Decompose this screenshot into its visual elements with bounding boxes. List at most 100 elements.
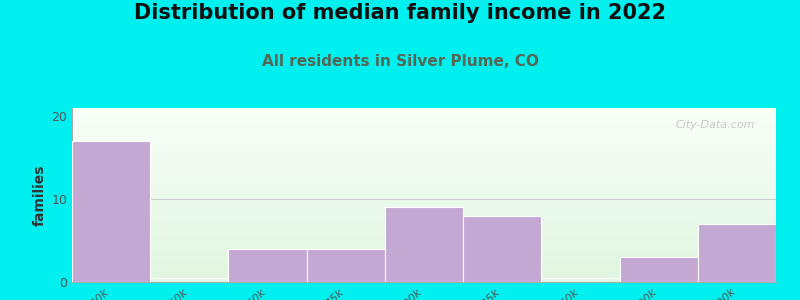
Bar <box>72 247 776 248</box>
Bar <box>72 153 776 154</box>
Bar <box>72 186 776 187</box>
Text: City-Data.com: City-Data.com <box>675 120 755 130</box>
Bar <box>72 219 776 220</box>
Bar <box>72 201 776 202</box>
Bar <box>72 195 776 196</box>
Bar <box>72 279 776 280</box>
Bar <box>72 224 776 225</box>
Bar <box>72 141 776 142</box>
Bar <box>72 210 776 211</box>
Y-axis label: families: families <box>33 164 47 226</box>
Bar <box>72 226 776 227</box>
Bar <box>72 230 776 231</box>
Bar <box>72 110 776 111</box>
Bar <box>72 271 776 272</box>
Bar <box>72 108 776 109</box>
Bar <box>72 162 776 163</box>
Bar <box>72 185 776 186</box>
Bar <box>72 261 776 262</box>
Bar <box>72 146 776 147</box>
Bar <box>72 207 776 208</box>
Text: Distribution of median family income in 2022: Distribution of median family income in … <box>134 3 666 23</box>
Bar <box>72 238 776 239</box>
Bar <box>72 150 776 151</box>
Bar <box>229 249 306 282</box>
Bar <box>72 202 776 203</box>
Bar <box>72 225 776 226</box>
Bar <box>72 255 776 256</box>
Bar <box>72 119 776 120</box>
Bar <box>72 166 776 167</box>
Bar <box>72 139 776 140</box>
Bar <box>72 126 776 127</box>
Bar <box>72 137 776 138</box>
Bar <box>72 237 776 238</box>
Bar <box>72 142 776 143</box>
Bar <box>72 202 776 203</box>
Bar <box>72 191 776 192</box>
Bar <box>72 252 776 253</box>
Bar <box>72 263 776 264</box>
Bar <box>72 243 776 244</box>
Bar <box>72 231 776 232</box>
Bar <box>72 135 776 136</box>
Bar <box>72 116 776 117</box>
Bar <box>72 170 776 171</box>
Bar <box>72 194 776 195</box>
Bar <box>72 155 776 156</box>
Bar <box>72 165 776 166</box>
Bar <box>72 208 776 209</box>
Bar <box>72 200 776 201</box>
Bar <box>72 173 776 174</box>
Bar <box>72 258 776 259</box>
Bar <box>72 212 776 213</box>
Bar <box>72 206 776 207</box>
Bar <box>72 121 776 122</box>
Bar <box>72 138 776 139</box>
Bar <box>72 211 776 212</box>
Bar <box>72 143 776 144</box>
Text: All residents in Silver Plume, CO: All residents in Silver Plume, CO <box>262 54 538 69</box>
Bar <box>72 244 776 245</box>
Bar <box>72 260 776 261</box>
Bar <box>72 274 776 275</box>
Bar <box>72 188 776 189</box>
Bar <box>72 148 776 149</box>
Bar <box>72 127 776 128</box>
Bar <box>72 133 776 134</box>
Bar <box>72 163 776 164</box>
Bar <box>72 239 776 240</box>
Bar <box>72 169 776 170</box>
Bar <box>72 265 776 266</box>
Bar <box>385 207 463 282</box>
Bar <box>72 118 776 119</box>
Bar <box>72 160 776 161</box>
Bar <box>72 140 776 141</box>
Bar <box>72 251 776 252</box>
Bar <box>72 262 776 263</box>
Bar <box>72 171 776 172</box>
Bar <box>619 257 698 282</box>
Bar <box>72 130 776 131</box>
Bar <box>72 176 776 177</box>
Bar <box>72 115 776 116</box>
Bar <box>72 198 776 199</box>
Bar <box>72 189 776 190</box>
Bar <box>72 242 776 243</box>
Bar <box>72 183 776 184</box>
Bar <box>72 111 776 112</box>
Bar <box>72 234 776 235</box>
Bar <box>72 123 776 124</box>
Bar <box>72 229 776 230</box>
Bar <box>72 227 776 228</box>
Bar <box>72 253 776 254</box>
Bar <box>72 181 776 182</box>
Bar <box>72 172 776 173</box>
Bar <box>72 160 776 161</box>
Bar <box>72 241 776 242</box>
Bar <box>72 248 776 249</box>
Bar <box>72 179 776 180</box>
Bar <box>72 187 776 188</box>
Bar <box>72 151 776 152</box>
Bar <box>72 157 776 158</box>
